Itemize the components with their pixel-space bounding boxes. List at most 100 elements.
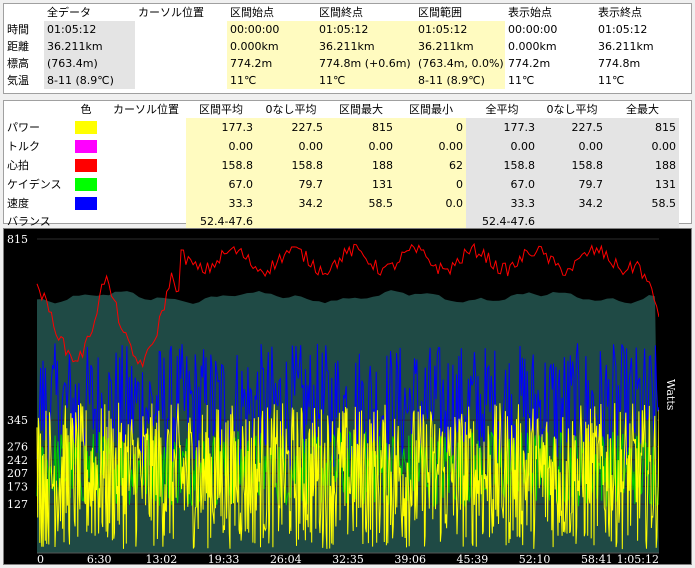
color-swatch[interactable] (75, 121, 97, 134)
stats-cell: 0.0 (396, 194, 466, 213)
summary-header-view-end: 表示終点 (598, 6, 642, 19)
stats-cell: 188 (606, 156, 679, 175)
summary-cell (135, 72, 227, 89)
stats-cell (256, 213, 326, 230)
stats-row: 速度 33.3 34.2 58.5 0.0 33.3 34.2 58.5 (4, 194, 679, 213)
summary-cell: 11℃ (316, 72, 415, 89)
stats-cell: 58.5 (326, 194, 396, 213)
summary-header-blank (4, 4, 44, 21)
color-swatch[interactable] (75, 197, 97, 210)
stats-cell (106, 156, 186, 175)
summary-header-start: 区間始点 (230, 6, 274, 19)
stats-color-cell[interactable] (66, 175, 106, 194)
stats-color-cell[interactable] (66, 194, 106, 213)
stats-panel: 色 カーソル位置 区間平均 0なし平均 区間最大 区間最小 全平均 0なし平均 … (3, 100, 692, 230)
summary-row-label: 気温 (7, 74, 29, 87)
stats-row: 心拍 158.8 158.8 188 62 158.8 158.8 188 (4, 156, 679, 175)
summary-row-label: 時間 (7, 23, 29, 36)
summary-cell: 36.211km (44, 38, 135, 55)
stats-cell (326, 213, 396, 230)
summary-row: 時間 01:05:12 00:00:00 01:05:12 01:05:12 00:00:… (4, 21, 691, 38)
stats-row: トルク 0.00 0.00 0.00 0.00 0.00 0.00 0.00 (4, 137, 679, 156)
summary-row-label: 標高 (7, 57, 29, 70)
heart-rate-line (36, 242, 660, 369)
stats-cell: 0.00 (186, 137, 256, 156)
stats-header-all-nonzero-avg: 0なし平均 (546, 103, 598, 116)
stats-row-label: バランス (7, 215, 51, 228)
stats-cell: 815 (326, 118, 396, 137)
stats-cell: 67.0 (186, 175, 256, 194)
x-tick-label: 26:04 (270, 553, 302, 564)
summary-cell: 36.211km (316, 38, 415, 55)
summary-cell (135, 21, 227, 38)
x-tick-label: 32:35 (332, 553, 364, 564)
stats-cell: 0.00 (396, 137, 466, 156)
summary-header-view-start: 表示始点 (508, 6, 552, 19)
summary-table: 全データ カーソル位置 区間始点 区間終点 区間範囲 表示始点 表示終点 時間 0… (4, 4, 691, 89)
speed-line (36, 343, 660, 470)
summary-cell: 36.211km (415, 38, 505, 55)
stats-cell: 0.00 (256, 137, 326, 156)
summary-header-cursor: カーソル位置 (138, 6, 204, 19)
stats-header-section-min: 区間最小 (409, 103, 453, 116)
stats-color-cell[interactable] (66, 156, 106, 175)
stats-cell: 815 (606, 118, 679, 137)
summary-header-row: 全データ カーソル位置 区間始点 区間終点 区間範囲 表示始点 表示終点 (4, 4, 691, 21)
x-tick-label: 6:30 (87, 553, 112, 564)
stats-cell (538, 213, 606, 230)
stats-row-label: 速度 (7, 197, 29, 210)
color-swatch[interactable] (75, 159, 97, 172)
color-swatch[interactable] (75, 140, 97, 153)
balance-all-value: 52.4-47.6 (466, 213, 538, 230)
stats-cell (106, 175, 186, 194)
stats-cell: 0.00 (466, 137, 538, 156)
summary-cell: 11℃ (508, 74, 535, 87)
stats-color-cell[interactable] (66, 118, 106, 137)
summary-header-range: 区間範囲 (418, 6, 462, 19)
x-tick-label: 45:39 (457, 553, 489, 564)
summary-cell: (763.4m, 0.0%) (415, 55, 505, 72)
stats-cell: 33.3 (466, 194, 538, 213)
summary-cell: 36.211km (598, 40, 654, 53)
summary-cell (135, 55, 227, 72)
summary-row: 標高 (763.4m) 774.2m 774.8m (+0.6m) (763.4m, 0… (4, 55, 691, 72)
summary-cell: 8-11 (8.9℃) (44, 72, 135, 89)
summary-cell: 00:00:00 (508, 23, 558, 36)
summary-cell (135, 38, 227, 55)
stats-row: パワー 177.3 227.5 815 0 177.3 227.5 815 (4, 118, 679, 137)
stats-row-balance: バランス 52.4-47.6 52.4-47.6 (4, 213, 679, 230)
stats-header-row: 色 カーソル位置 区間平均 0なし平均 区間最大 区間最小 全平均 0なし平均 … (4, 101, 679, 118)
y-tick-label: 815 (7, 233, 28, 246)
color-swatch[interactable] (75, 178, 97, 191)
summary-cell: 0.000km (227, 38, 316, 55)
stats-color-cell[interactable] (66, 137, 106, 156)
stats-row-label: トルク (7, 140, 40, 153)
stats-cell: 131 (606, 175, 679, 194)
x-tick-label: 39:06 (394, 553, 426, 564)
stats-header-cursor: カーソル位置 (113, 103, 179, 116)
stats-table: 色 カーソル位置 区間平均 0なし平均 区間最大 区間最小 全平均 0なし平均 … (4, 101, 679, 230)
summary-cell: 774.2m (227, 55, 316, 72)
stats-cell: 0 (396, 118, 466, 137)
stats-header-all-max: 全最大 (626, 103, 659, 116)
stats-header-color: 色 (80, 103, 92, 116)
summary-cell: 00:00:00 (227, 21, 316, 38)
stats-cell: 131 (326, 175, 396, 194)
summary-row: 気温 8-11 (8.9℃) 11℃ 11℃ 8-11 (8.9℃) 11℃ 11℃ (4, 72, 691, 89)
stats-row: ケイデンス 67.0 79.7 131 0 67.0 79.7 131 (4, 175, 679, 194)
stats-cell: 0.00 (606, 137, 679, 156)
stats-cell (106, 118, 186, 137)
y-tick-label: 276 (7, 441, 28, 454)
stats-cell: 34.2 (538, 194, 606, 213)
stats-cell (396, 213, 466, 230)
summary-cell: 11℃ (227, 72, 316, 89)
x-tick-label: 58:41 (581, 553, 613, 564)
summary-row: 距離 36.211km 0.000km 36.211km 36.211km 0.000km… (4, 38, 691, 55)
summary-cell: 01:05:12 (415, 21, 505, 38)
summary-cell: 774.2m (508, 57, 551, 70)
power-chart[interactable]: Watts 815 345 276 242 207 173 127 0 6:30 13:02 19:3… (3, 228, 692, 565)
stats-header-section-max: 区間最大 (339, 103, 383, 116)
power-line (36, 402, 660, 550)
summary-header-end: 区間終点 (319, 6, 363, 19)
